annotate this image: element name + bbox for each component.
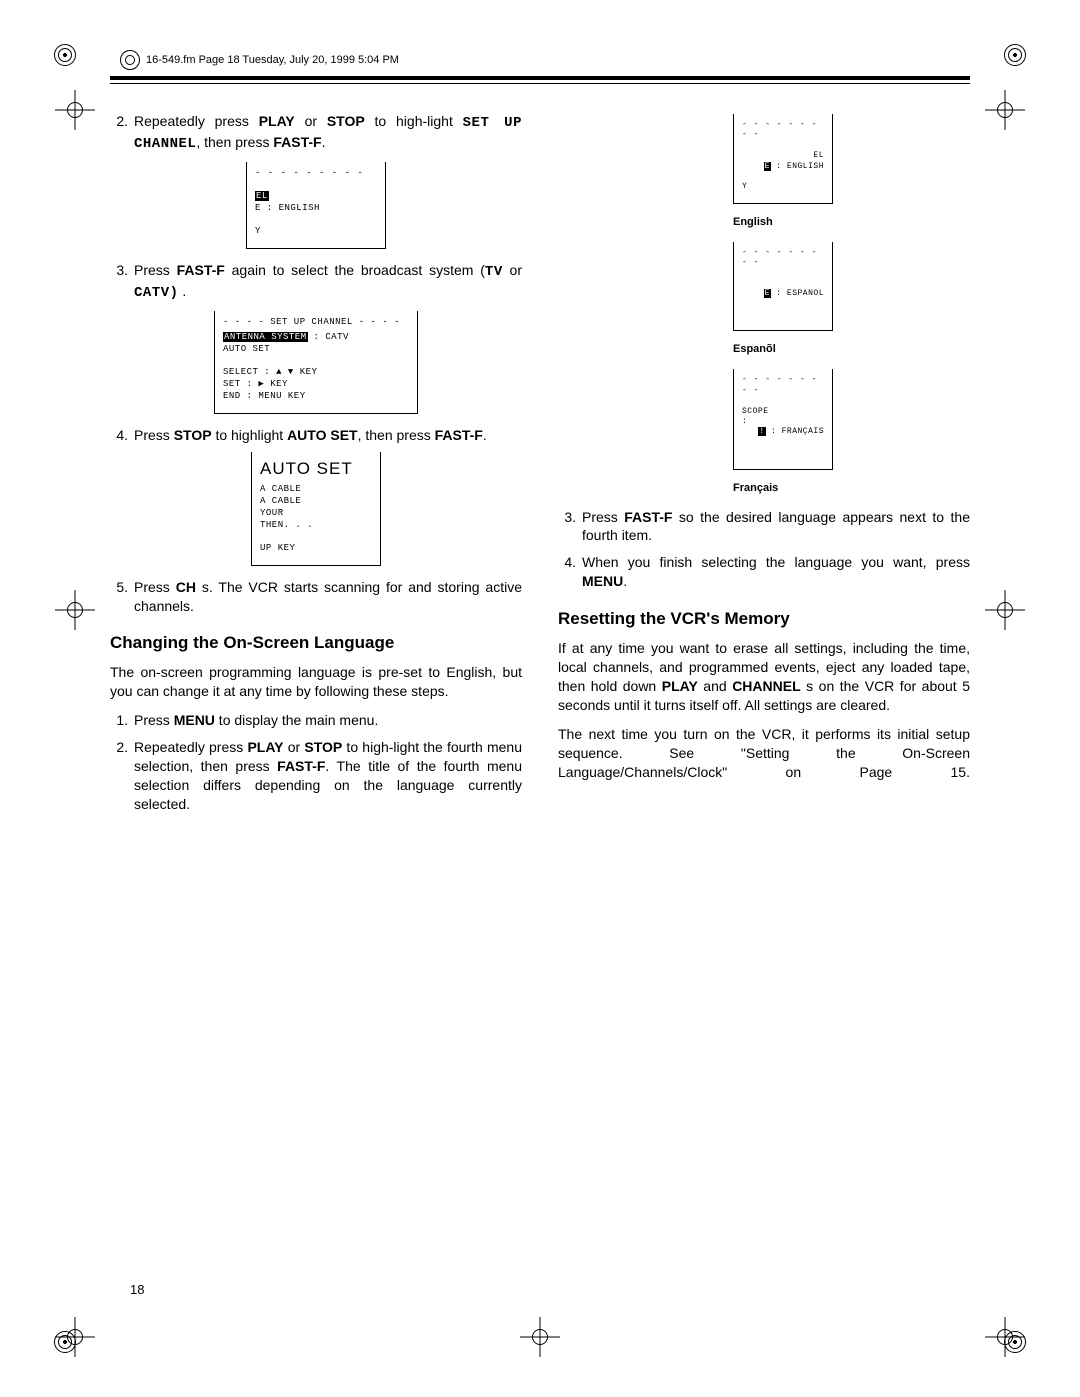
step-body: Press FAST-F again to select the broadca…	[134, 261, 522, 303]
step-body: Press FAST-F so the desired language app…	[582, 508, 970, 546]
page-number: 18	[130, 1282, 144, 1297]
step-number: 1.	[110, 711, 128, 730]
screen-label-espanol: Espanõl	[733, 343, 970, 355]
header-rule	[110, 76, 970, 84]
heading-reset-memory: Resetting the VCR's Memory	[558, 609, 970, 629]
step-number: 4.	[110, 426, 128, 445]
paragraph: If at any time you want to erase all set…	[558, 639, 970, 715]
step-3: 3. Press FAST-F again to select the broa…	[110, 261, 522, 303]
step-number: 2.	[110, 112, 128, 154]
crosshair-icon	[985, 1317, 1025, 1357]
header-text: 16-549.fm Page 18 Tuesday, July 20, 1999…	[146, 54, 399, 66]
crosshair-icon	[55, 90, 95, 130]
gear-icon	[120, 50, 140, 70]
paragraph: The next time you turn on the VCR, it pe…	[558, 725, 970, 782]
screen-label-francais: Français	[733, 482, 970, 494]
page-header: 16-549.fm Page 18 Tuesday, July 20, 1999…	[120, 50, 970, 70]
crosshair-icon	[985, 590, 1025, 630]
crosshair-icon	[520, 1317, 560, 1357]
osd-screen-3: AUTO SET A CABLE A CABLE YOUR THEN. . . …	[251, 452, 381, 565]
crosshair-icon	[985, 90, 1025, 130]
lang-step-1: 1. Press MENU to display the main menu.	[110, 711, 522, 730]
screen-label-english: English	[733, 216, 970, 228]
left-column: 2. Repeatedly press PLAY or STOP to high…	[110, 108, 522, 822]
right-step-4: 4. When you finish selecting the languag…	[558, 553, 970, 591]
osd-screen-francais: - - - - - - - - - SCOPE : ! : FRANÇAIS	[733, 369, 833, 469]
paragraph: The on-screen programming language is pr…	[110, 663, 522, 701]
step-2: 2. Repeatedly press PLAY or STOP to high…	[110, 112, 522, 154]
step-number: 3.	[558, 508, 576, 546]
step-4: 4. Press STOP to highlight AUTO SET, the…	[110, 426, 522, 445]
crosshair-icon	[55, 590, 95, 630]
crop-mark-icon	[54, 44, 76, 66]
crop-mark-icon	[1004, 44, 1026, 66]
osd-screen-english: - - - - - - - - - EL EE : ENGLISH : ENGL…	[733, 114, 833, 204]
osd-screen-espanol: - - - - - - - - - E : ESPANOL	[733, 242, 833, 332]
step-number: 4.	[558, 553, 576, 591]
page: 16-549.fm Page 18 Tuesday, July 20, 1999…	[0, 0, 1080, 1397]
lang-step-2: 2. Repeatedly press PLAY or STOP to high…	[110, 738, 522, 814]
step-body: Repeatedly press PLAY or STOP to high-li…	[134, 112, 522, 154]
heading-changing-language: Changing the On-Screen Language	[110, 633, 522, 653]
content-columns: 2. Repeatedly press PLAY or STOP to high…	[110, 108, 970, 822]
step-number: 2.	[110, 738, 128, 814]
osd-screen-2: - - - - SET UP CHANNEL - - - - ANTENNA S…	[214, 311, 418, 414]
osd-screen-1: - - - - - - - - - EL E : ENGLISH Y	[246, 162, 386, 249]
right-column: - - - - - - - - - EL EE : ENGLISH : ENGL…	[558, 108, 970, 822]
right-step-3: 3. Press FAST-F so the desired language …	[558, 508, 970, 546]
step-5: 5. Press CH s. The VCR starts scanning f…	[110, 578, 522, 616]
step-body: Press MENU to display the main menu.	[134, 711, 522, 730]
step-body: Repeatedly press PLAY or STOP to high-li…	[134, 738, 522, 814]
step-body: When you finish selecting the language y…	[582, 553, 970, 591]
step-body: Press CH s. The VCR starts scanning for …	[134, 578, 522, 616]
step-body: Press STOP to highlight AUTO SET, then p…	[134, 426, 522, 445]
step-number: 5.	[110, 578, 128, 616]
crosshair-icon	[55, 1317, 95, 1357]
step-number: 3.	[110, 261, 128, 303]
